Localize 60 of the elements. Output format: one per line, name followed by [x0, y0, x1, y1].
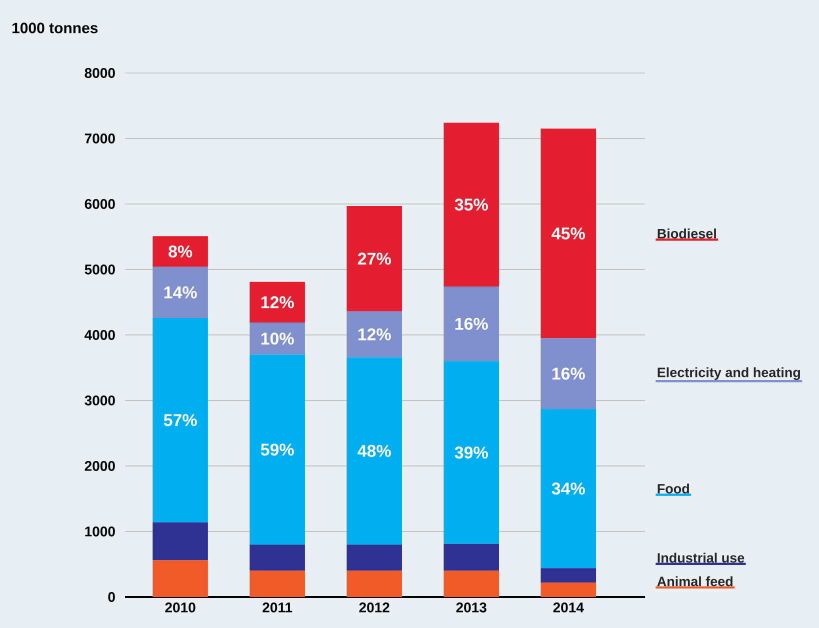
bar	[444, 122, 499, 287]
bar	[444, 286, 499, 362]
bar	[540, 582, 596, 597]
text: Biodiesel	[658, 228, 716, 238]
y-tick-label: 5000	[84, 264, 115, 274]
bar	[346, 206, 402, 312]
x-tick-label: 2011	[262, 602, 292, 612]
bar	[540, 338, 596, 409]
bar	[540, 128, 596, 338]
bar	[152, 560, 208, 597]
annotation: 48%	[358, 444, 391, 457]
y-tick-label: 6000	[84, 199, 115, 209]
bar	[250, 322, 305, 355]
bar	[540, 568, 596, 583]
annotation: 59%	[260, 444, 294, 456]
annotation: 35%	[454, 198, 488, 211]
bar	[250, 570, 305, 597]
annotation: 12%	[261, 296, 294, 308]
bar	[152, 236, 208, 267]
bar	[346, 570, 402, 597]
x-tick-label: 2010	[165, 602, 196, 612]
bar	[444, 361, 499, 544]
x-tick-label: 2012	[359, 602, 390, 612]
y-tick-label: 2000	[84, 461, 115, 471]
bar	[152, 318, 208, 522]
bar	[250, 282, 305, 323]
x-tick-label: 2013	[456, 602, 486, 612]
bar	[444, 544, 499, 571]
text: Animal feed	[657, 576, 732, 586]
annotation: 10%	[261, 332, 294, 345]
bar	[152, 522, 208, 560]
annotation: 14%	[164, 286, 197, 298]
annotation: 27%	[358, 252, 391, 265]
bar	[346, 544, 402, 571]
y-tick-label: 7000	[84, 134, 115, 144]
y-tick-label: 1000	[85, 526, 115, 536]
annotation: 16%	[552, 368, 585, 380]
y-axis-title: 1000 tonnes	[12, 22, 98, 34]
bar	[152, 266, 208, 318]
annotation: 57%	[164, 414, 197, 426]
annotation: 12%	[358, 328, 391, 340]
y-tick-label: 0	[108, 592, 115, 602]
bar	[250, 354, 305, 545]
y-tick-label: 3000	[84, 396, 115, 406]
bar	[444, 570, 499, 597]
annotation: 34%	[552, 482, 585, 495]
annotation: 39%	[454, 446, 488, 459]
x-tick-label: 2014	[553, 602, 584, 612]
bar	[346, 311, 402, 358]
bar	[346, 357, 402, 545]
text: Electricity and heating	[658, 367, 800, 380]
annotation: 16%	[455, 318, 488, 330]
y-tick-label: 8000	[84, 68, 115, 78]
annotation: 45%	[552, 227, 585, 240]
text: Food	[658, 484, 689, 494]
annotation: 8%	[168, 245, 192, 258]
bar	[250, 544, 305, 571]
text: Industrial use	[658, 552, 744, 563]
y-tick-label: 4000	[84, 330, 115, 340]
bar	[540, 409, 596, 568]
